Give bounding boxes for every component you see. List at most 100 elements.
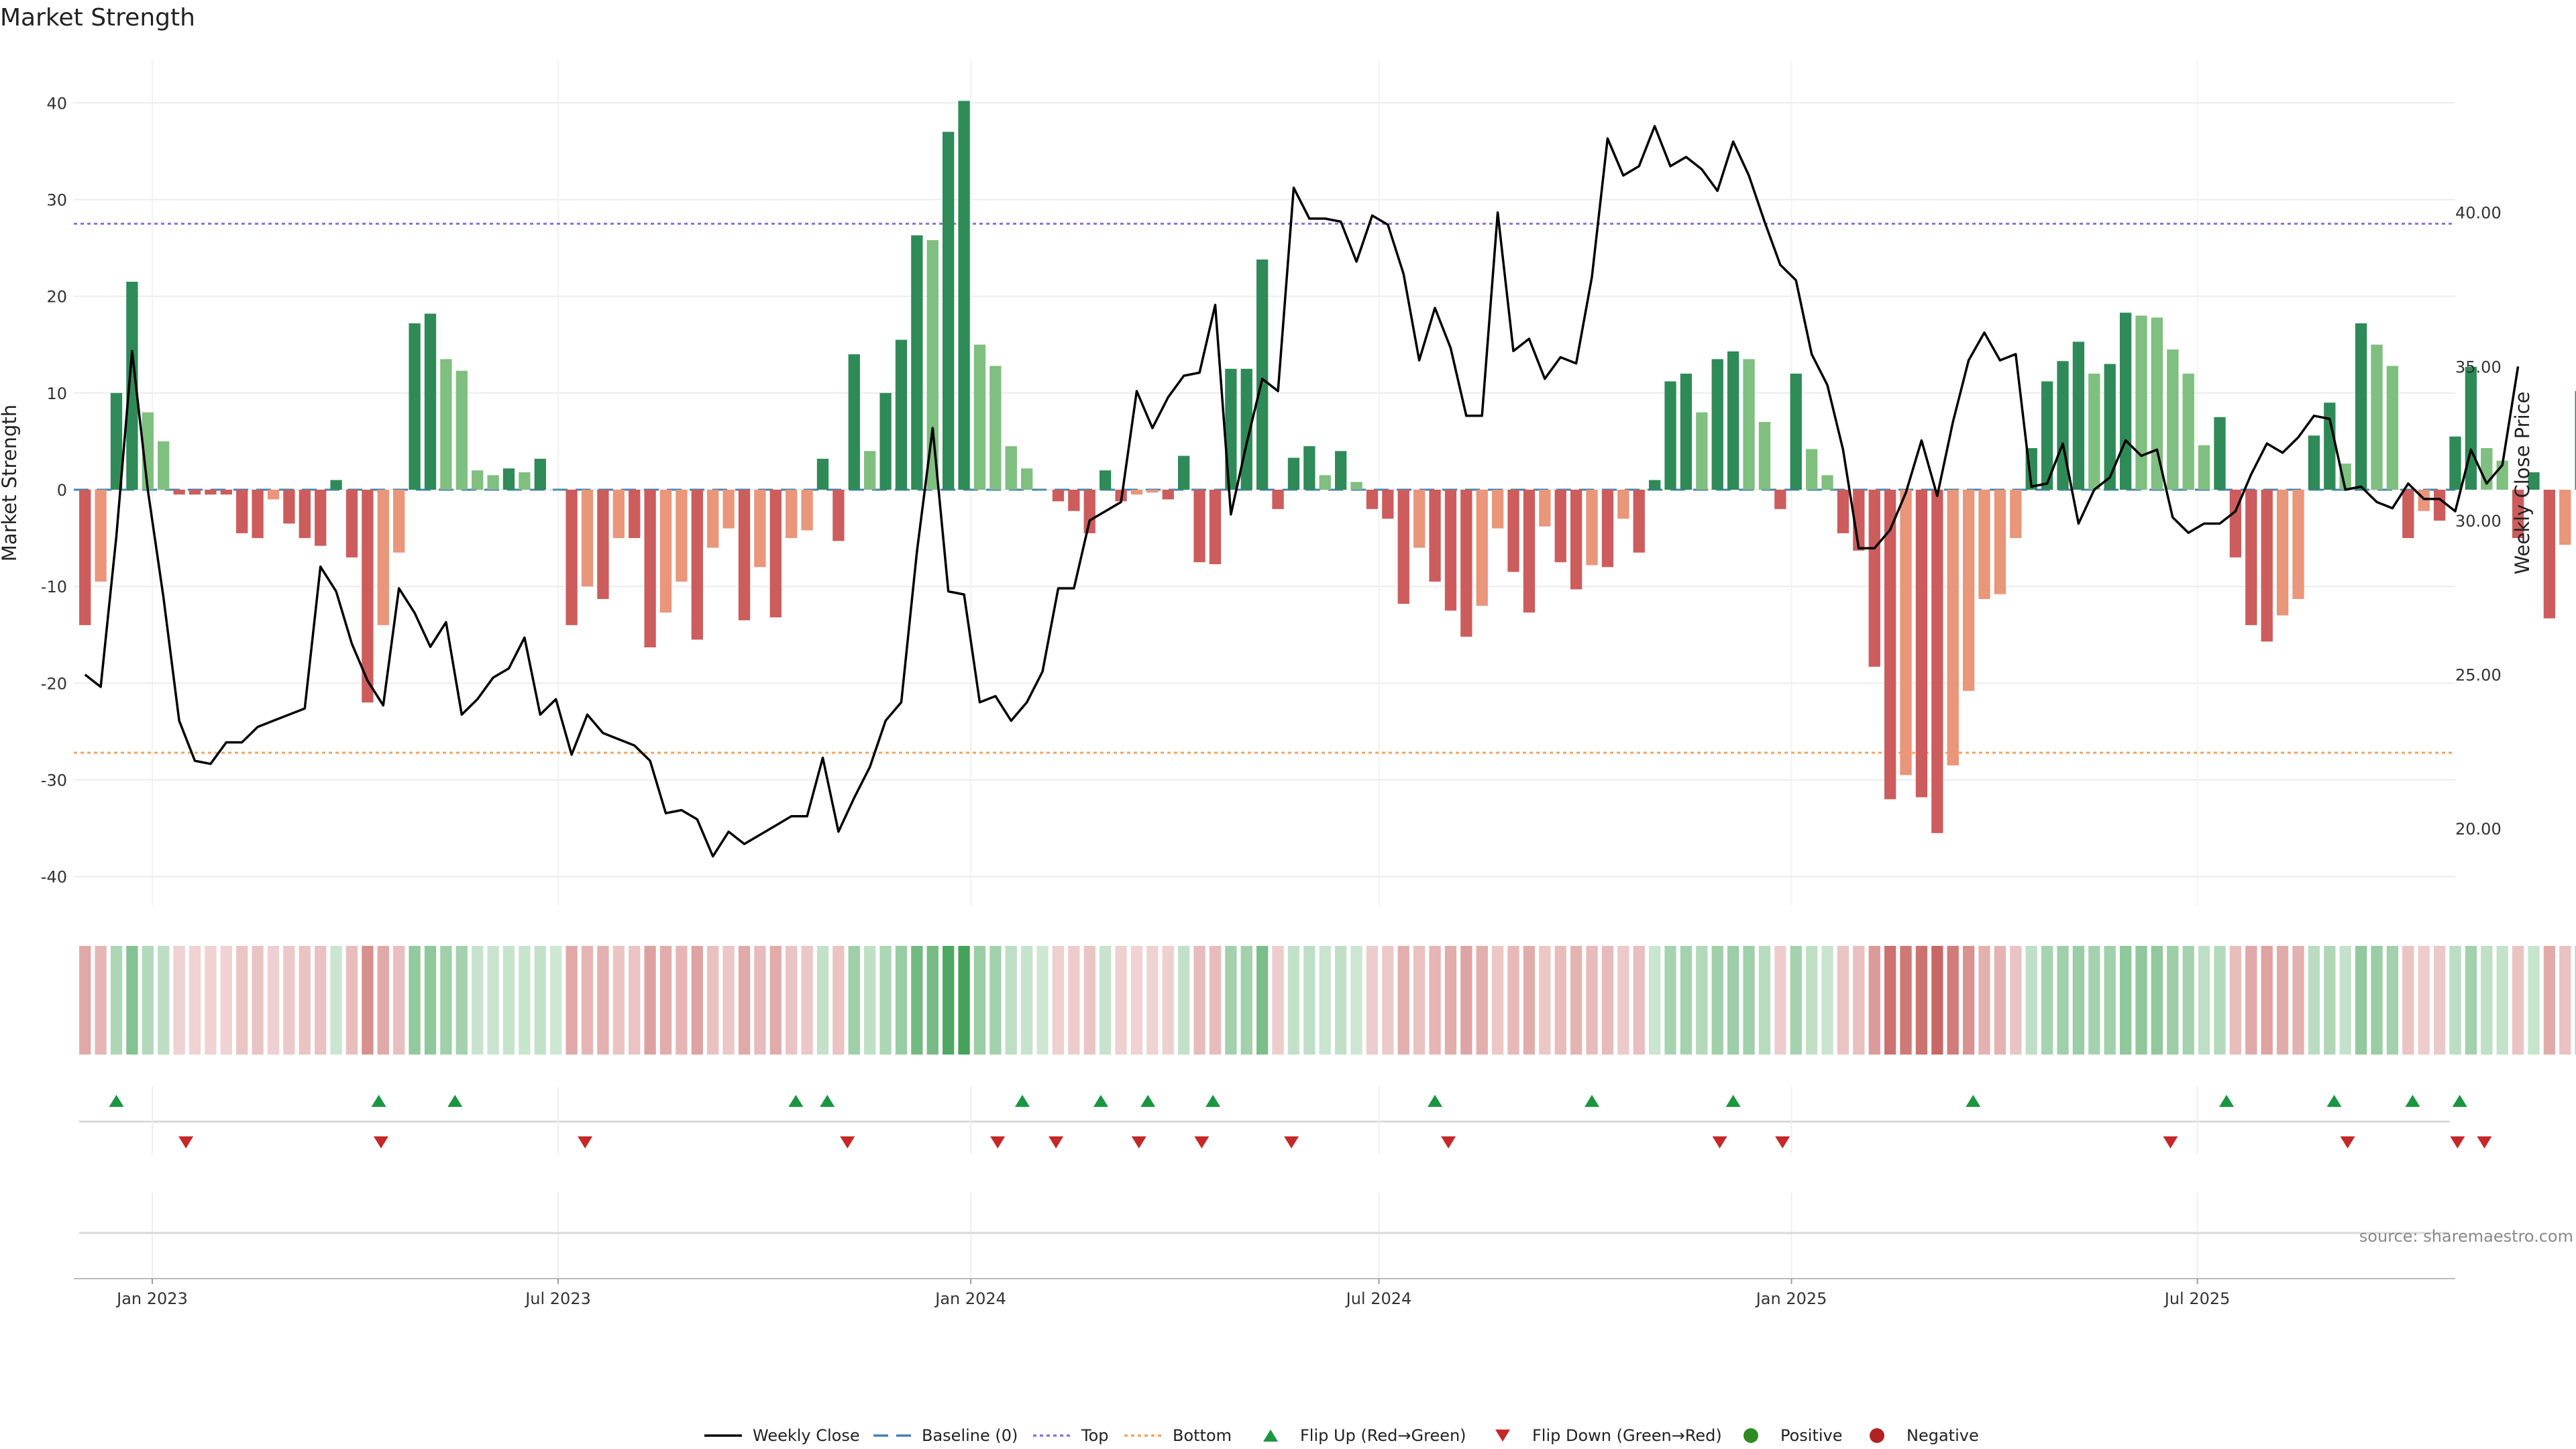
- legend-swatch: [1743, 1428, 1758, 1443]
- heat-cell: [2386, 946, 2399, 1055]
- flip-markers-panel: [79, 1087, 2492, 1154]
- strength-bar: [1601, 490, 1614, 568]
- strength-bar: [816, 458, 829, 490]
- flip-down-marker: [990, 1136, 1006, 1148]
- heat-cell: [2167, 946, 2179, 1055]
- strength-bar: [95, 490, 107, 582]
- heat-cell: [424, 946, 437, 1055]
- strength-bar: [1680, 373, 1693, 490]
- heat-cell: [2276, 946, 2289, 1055]
- strength-bar: [1444, 490, 1457, 611]
- flip-down-markers: [178, 1136, 2492, 1148]
- strength-bar: [676, 490, 688, 582]
- strength-bar: [581, 490, 594, 587]
- right-y-axis: 20.00 25.00 30.00 35.00 40.00: [2455, 204, 2502, 839]
- strength-bar: [2339, 464, 2351, 490]
- x-axis-ticks: Jan 2023 Jul 2023 Jan 2024 Jul 2024 Jan 2025…: [115, 1279, 2230, 1308]
- heat-cell: [220, 946, 232, 1055]
- strength-bar: [1633, 490, 1645, 553]
- heat-cell: [409, 946, 421, 1055]
- strength-bar: [1962, 490, 1975, 691]
- heat-cell: [1915, 946, 1928, 1055]
- heat-cell: [895, 946, 908, 1055]
- strength-bar: [722, 490, 735, 529]
- heat-cell: [2324, 946, 2336, 1055]
- strength-bar: [1821, 475, 1833, 490]
- legend-item: Weekly Close: [704, 1426, 860, 1445]
- strength-bar: [2465, 366, 2477, 490]
- strength-bar: [1021, 468, 1033, 490]
- heat-cell: [1209, 946, 1222, 1055]
- strength-bar: [189, 490, 201, 495]
- strength-bar: [1256, 259, 1269, 490]
- strength-bar: [2088, 373, 2100, 490]
- strength-bar: [2433, 490, 2446, 521]
- heat-cell: [911, 946, 923, 1055]
- heat-cell: [315, 946, 327, 1055]
- heat-cell: [2355, 946, 2367, 1055]
- strength-bar: [864, 451, 876, 490]
- heat-cell: [2104, 946, 2116, 1055]
- heat-cell: [1978, 946, 1990, 1055]
- heat-cell: [1225, 946, 1237, 1055]
- strength-bar: [833, 490, 845, 541]
- heat-cell: [252, 946, 264, 1055]
- y2-tick-label: 30.00: [2455, 512, 2502, 531]
- heat-cell: [1068, 946, 1080, 1055]
- flip-up-marker: [447, 1095, 463, 1107]
- strength-bar: [612, 490, 625, 539]
- heat-cell: [926, 946, 938, 1055]
- strength-bar: [943, 131, 955, 490]
- heat-cell: [801, 946, 813, 1055]
- heat-cell: [95, 946, 107, 1055]
- flip-up-marker: [1140, 1095, 1156, 1107]
- strength-bar: [2198, 445, 2210, 490]
- heat-cell: [707, 946, 719, 1055]
- heat-cell: [2449, 946, 2461, 1055]
- strength-bar: [738, 490, 751, 621]
- heat-cell: [989, 946, 1002, 1055]
- heat-cell: [173, 946, 185, 1055]
- flip-down-marker: [2163, 1136, 2178, 1148]
- strength-bar: [252, 490, 264, 539]
- strength-bar: [1790, 373, 1802, 490]
- strength-bar: [1397, 490, 1409, 604]
- y-tick-label: 0: [57, 481, 67, 500]
- legend-label: Negative: [1907, 1426, 1979, 1445]
- flip-up-marker: [1966, 1095, 1981, 1107]
- strength-bar: [644, 490, 656, 648]
- heat-cell: [1319, 946, 1331, 1055]
- strength-bars: [79, 101, 2576, 833]
- heat-cell: [2433, 946, 2446, 1055]
- strength-bar: [2119, 313, 2132, 490]
- flip-up-marker: [1585, 1095, 1600, 1107]
- strength-bar: [2355, 323, 2367, 490]
- heat-cell: [2214, 946, 2226, 1055]
- strength-bar: [1868, 490, 1880, 667]
- legend-item: Flip Down (Green→Red): [1495, 1426, 1722, 1445]
- heat-cell: [1460, 946, 1472, 1055]
- heat-cell: [455, 946, 468, 1055]
- heat-cell: [1193, 946, 1205, 1055]
- flip-up-marker: [371, 1095, 386, 1107]
- strength-bar: [2559, 490, 2571, 545]
- strength-bar: [126, 282, 138, 490]
- flip-up-marker: [2326, 1095, 2342, 1107]
- strength-bar: [1994, 490, 2006, 594]
- heat-cell: [1083, 946, 1095, 1055]
- flip-down-marker: [2477, 1136, 2492, 1148]
- strength-bar: [2261, 490, 2273, 642]
- legend-label: Flip Up (Red→Green): [1300, 1426, 1466, 1445]
- strength-bar: [1931, 490, 1943, 833]
- strength-bar: [440, 359, 452, 490]
- heat-cell: [1837, 946, 1849, 1055]
- lower-gridlines: [151, 1193, 2198, 1277]
- y2-axis-label: Weekly Close Price: [2511, 392, 2534, 575]
- strength-bar: [1727, 351, 1739, 490]
- legend-swatch: [1495, 1430, 1510, 1442]
- strength-bar: [2104, 364, 2116, 490]
- heat-cell: [1711, 946, 1723, 1055]
- heat-cell: [833, 946, 845, 1055]
- heat-cell: [377, 946, 389, 1055]
- strength-bar: [1460, 490, 1472, 637]
